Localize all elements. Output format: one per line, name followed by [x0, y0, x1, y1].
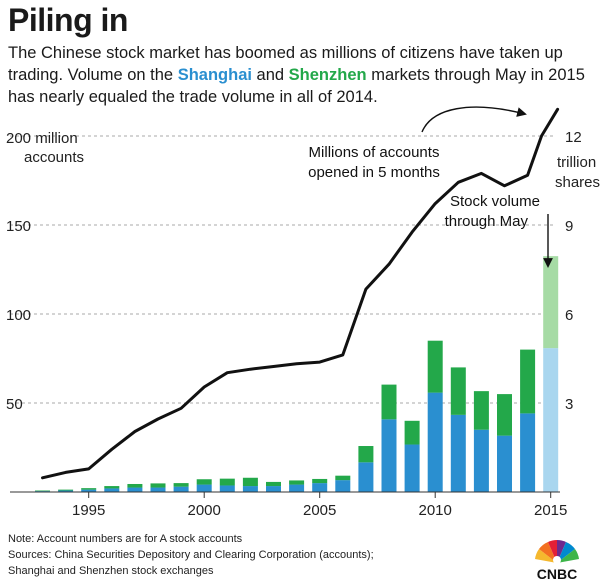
left-axis-tick-label: 50 — [6, 396, 23, 413]
shenzhen-volume-bar — [520, 349, 536, 414]
volume-annotation: Stock volume — [450, 193, 540, 210]
accounts-annotation-arrow — [421, 106, 527, 133]
volume-annotation-2: through May — [445, 213, 529, 230]
right-axis-unit-label: trillion — [557, 154, 596, 171]
gridlines — [10, 135, 555, 404]
peacock-feather-blue — [557, 542, 575, 563]
peacock-body — [553, 556, 561, 564]
shanghai-volume-bar — [404, 444, 420, 492]
shanghai-volume-bar — [289, 484, 305, 492]
shenzhen-volume-bar — [150, 483, 166, 488]
accounts-annotation: Millions of accounts — [309, 144, 440, 161]
shenzhen-volume-bar — [35, 490, 50, 492]
shenzhen-volume-bar — [266, 481, 281, 487]
shenzhen-volume-bar — [473, 391, 489, 430]
right-axis-tick-label: 3 — [565, 396, 573, 413]
accounts-annotation-2: opened in 5 months — [308, 164, 440, 181]
left-axis: 50 100 150 — [6, 218, 31, 413]
shenzhen-volume-bar — [404, 420, 420, 445]
shanghai-volume-bar — [242, 486, 258, 492]
x-axis-tick-label: 2015 — [534, 502, 567, 519]
accounts-line — [41, 107, 560, 480]
shanghai-volume-bar — [543, 348, 559, 492]
shenzhen-volume-bar — [381, 384, 397, 420]
right-axis-unit-label-2: shares — [555, 174, 600, 191]
shanghai-volume-bar — [427, 392, 443, 492]
shanghai-volume-bar — [81, 489, 97, 492]
shanghai-volume-bar — [312, 483, 328, 492]
shenzhen-volume-bar — [289, 480, 305, 485]
chart-notes: Note: Account numbers are for A stock ac… — [8, 531, 374, 579]
x-axis-tick-label: 2010 — [419, 502, 452, 519]
peacock-feather-green — [557, 549, 579, 563]
shenzhen-volume-bar — [81, 488, 97, 490]
shenzhen-volume-bar — [104, 486, 120, 489]
shenzhen-volume-bar — [450, 367, 466, 415]
shanghai-volume-bar — [58, 490, 74, 492]
shanghai-volume-bar — [358, 462, 374, 492]
subtitle-text-and: and — [251, 66, 289, 84]
shanghai-volume-bar — [473, 429, 489, 492]
shenzhen-volume-bar — [427, 340, 443, 393]
shanghai-volume-bar — [150, 487, 166, 492]
shenzhen-volume-bar — [497, 394, 512, 436]
accounts-line-group — [41, 107, 560, 480]
shanghai-volume-bar — [219, 485, 235, 492]
sources-text: Sources: China Securities Depository and… — [8, 549, 374, 561]
shenzhen-legend-word: Shenzhen — [288, 66, 367, 84]
shanghai-volume-bar — [381, 419, 397, 492]
right-axis-tick-label: 12 — [565, 129, 582, 146]
shanghai-volume-bar — [520, 413, 536, 492]
right-axis-tick-label: 6 — [565, 307, 573, 324]
shenzhen-volume-bar — [312, 478, 328, 484]
peacock-feather-yellow — [535, 549, 557, 563]
shanghai-volume-bar — [196, 484, 212, 492]
x-axis: 1995 2000 2005 2010 2015 — [72, 492, 567, 519]
peacock-feather-orange — [539, 542, 557, 563]
shenzhen-volume-bar — [358, 446, 374, 463]
subtitle-text-end: markets through May in 2015 has nearly e… — [8, 66, 585, 106]
right-axis: 3 6 9 12 — [565, 129, 582, 413]
chart-subtitle: The Chinese stock market has boomed as m… — [8, 42, 598, 108]
volume-bars — [35, 256, 559, 492]
shenzhen-volume-bar — [543, 256, 559, 349]
shanghai-volume-bar — [104, 488, 120, 492]
shenzhen-volume-bar — [127, 483, 143, 488]
chart-area: 1995 2000 2005 2010 2015 50 100 150 3 6 9 12 200 … — [6, 106, 600, 519]
left-axis-unit-label-2: accounts — [24, 149, 84, 166]
shanghai-volume-bar — [450, 414, 466, 492]
note-text: Note: Account numbers are for A stock ac… — [8, 533, 243, 545]
cnbc-logo-text: CNBC — [537, 566, 577, 582]
subtitle-text-start: The Chinese stock market has boomed as m… — [8, 44, 563, 84]
shenzhen-volume-bar — [58, 489, 74, 491]
shanghai-volume-bar — [173, 486, 189, 492]
x-axis-tick-label: 2000 — [188, 502, 221, 519]
sources-text-2: Shanghai and Shenzhen stock exchanges — [8, 565, 214, 577]
shenzhen-volume-bar — [219, 478, 235, 486]
shanghai-volume-bar — [335, 480, 351, 492]
cnbc-logo: CNBC — [535, 540, 579, 582]
shanghai-volume-bar — [266, 486, 281, 492]
right-axis-tick-label: 9 — [565, 218, 573, 235]
chart-title: Piling in — [8, 2, 128, 38]
shenzhen-volume-bar — [173, 483, 189, 487]
shanghai-volume-bar — [127, 487, 143, 492]
shenzhen-volume-bar — [242, 477, 258, 487]
shanghai-legend-word: Shanghai — [177, 66, 252, 84]
x-axis-tick-label: 1995 — [72, 502, 105, 519]
shenzhen-volume-bar — [196, 479, 212, 485]
left-axis-unit-label: 200 million — [6, 130, 78, 147]
shanghai-volume-bar — [497, 435, 512, 492]
left-axis-tick-label: 100 — [6, 307, 31, 324]
left-axis-tick-label: 150 — [6, 218, 31, 235]
x-axis-tick-label: 2005 — [303, 502, 336, 519]
shenzhen-volume-bar — [335, 475, 351, 481]
